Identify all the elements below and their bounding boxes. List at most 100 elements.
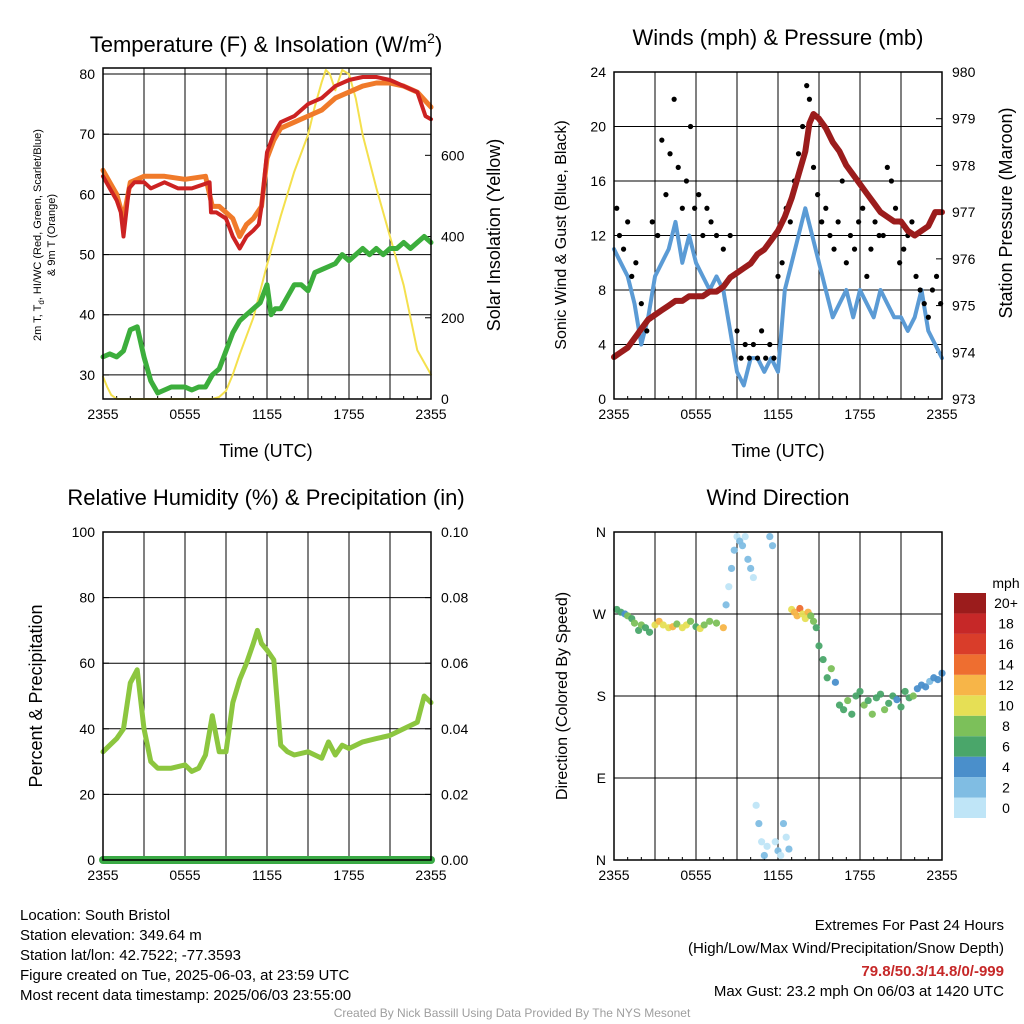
gust-point [827, 232, 833, 239]
gust-point [880, 232, 886, 239]
gust-point [831, 246, 837, 252]
y-right-tick-label: 200 [441, 310, 465, 326]
extremes-subtitle: (High/Low/Max Wind/Precipitation/Snow De… [688, 940, 1004, 957]
direction-point [725, 583, 733, 591]
x-tick-label: 2355 [598, 867, 629, 883]
colorbar-swatch [954, 777, 986, 798]
latlon-text: Station lat/lon: 42.7522; -77.3593 [20, 947, 242, 964]
y-right-tick-label: 980 [952, 64, 976, 80]
y-right-tick-label: 600 [441, 147, 465, 163]
direction-point [779, 819, 788, 828]
colorbar-label: 12 [998, 677, 1014, 693]
direction-point [793, 612, 801, 620]
colorbar-label: 14 [998, 657, 1014, 673]
y-tick-label: 60 [79, 655, 95, 671]
x-tick-label: 2355 [598, 406, 629, 422]
direction-point [901, 687, 909, 696]
colorbar-swatch [954, 674, 986, 696]
gust-point [835, 219, 841, 225]
y-tick-label: 20 [79, 786, 95, 802]
direction-point [741, 532, 749, 541]
gust-point [625, 219, 631, 225]
colorbar-label: 16 [998, 636, 1014, 652]
x-tick-label: 0555 [680, 867, 711, 883]
direction-point [645, 628, 654, 636]
gust-point [851, 246, 858, 252]
direction-point [897, 703, 905, 711]
x-tick-label: 1155 [763, 406, 793, 422]
location-text: Location: South Bristol [20, 907, 171, 924]
direction-point [730, 546, 738, 554]
gust-point [787, 219, 793, 225]
direction-point [744, 555, 752, 563]
y-tick-label: 40 [79, 721, 95, 737]
gust-point [843, 260, 849, 266]
y-tick-label: N [596, 852, 606, 868]
direction-point [760, 851, 768, 860]
gust-point [819, 219, 825, 225]
gust-point [917, 287, 923, 293]
gust-point [746, 355, 752, 361]
y-tick-label: 40 [79, 307, 95, 323]
x-tick-label: 1755 [333, 867, 364, 883]
credit-text: Created By Nick Bassill Using Data Provi… [333, 1006, 691, 1020]
x-tick-label: 1155 [763, 867, 793, 883]
winds-ylabel: Sonic Wind & Gust (Blue, Black) [553, 120, 570, 349]
plot-border [613, 531, 943, 861]
temp-9m-line [100, 80, 434, 239]
y-right-tick-label: 976 [952, 251, 976, 267]
direction-point [777, 851, 785, 860]
direction-point [719, 624, 727, 632]
gust-point [909, 219, 915, 225]
gust-point [860, 205, 866, 211]
y-tick-label: 30 [79, 367, 95, 383]
gust-point [913, 273, 919, 279]
y-tick-label: 8 [598, 282, 606, 298]
gust-point [696, 192, 702, 198]
gust-point [888, 178, 895, 184]
colorbar-label: 0 [1002, 800, 1010, 816]
direction-point [755, 819, 763, 828]
direction-point [635, 626, 643, 635]
gust-point [750, 341, 757, 348]
y-right-tick-label: 973 [952, 391, 976, 407]
x-tick-label: 2355 [415, 867, 446, 883]
direction-point [738, 542, 747, 550]
y-tick-label: E [597, 770, 606, 786]
plot-border [102, 67, 432, 400]
direction-point [796, 604, 804, 613]
y-tick-label: 12 [590, 228, 606, 244]
y-right-tick-label: 0.08 [441, 590, 468, 606]
colorbar-label: 20+ [994, 595, 1018, 611]
humidity-panel: Relative Humidity (%) & Precipitation (i… [26, 485, 468, 883]
direction-point [712, 619, 721, 627]
extremes-values: 79.8/50.3/14.8/0/-999 [861, 963, 1004, 980]
x-tick-label: 0555 [169, 406, 200, 422]
gust-point [800, 123, 806, 130]
colorbar-swatch [954, 715, 986, 737]
gust-point [649, 219, 655, 225]
temperature-ylabel-line2: & 9m T (Orange) [46, 194, 58, 276]
gust-point [767, 341, 773, 348]
direction-point [763, 842, 771, 850]
gust-point [667, 151, 673, 157]
x-tick-label: 2355 [926, 867, 957, 883]
y-tick-label: 20 [590, 119, 606, 135]
gust-point [754, 355, 761, 361]
gust-point [655, 232, 661, 239]
direction-point [752, 801, 760, 809]
temperature-ylabel-line1: 2m T, Td, HI/WC (Red, Green, Scarlet/Blu… [32, 129, 46, 341]
direction-point [727, 564, 736, 573]
y-right-tick-label: 975 [952, 298, 976, 314]
y-right-tick-label: 0.10 [441, 524, 468, 540]
gust-point [763, 355, 769, 361]
colorbar-swatch [954, 695, 986, 716]
direction-point [840, 706, 848, 714]
dewpoint-line [100, 234, 434, 396]
gust-point [856, 219, 862, 225]
winds-panel-title: Winds (mph) & Pressure (mb) [633, 25, 924, 50]
x-tick-label: 2355 [926, 406, 957, 422]
colorbar-title: mph [992, 575, 1019, 591]
gust-point [671, 96, 677, 102]
